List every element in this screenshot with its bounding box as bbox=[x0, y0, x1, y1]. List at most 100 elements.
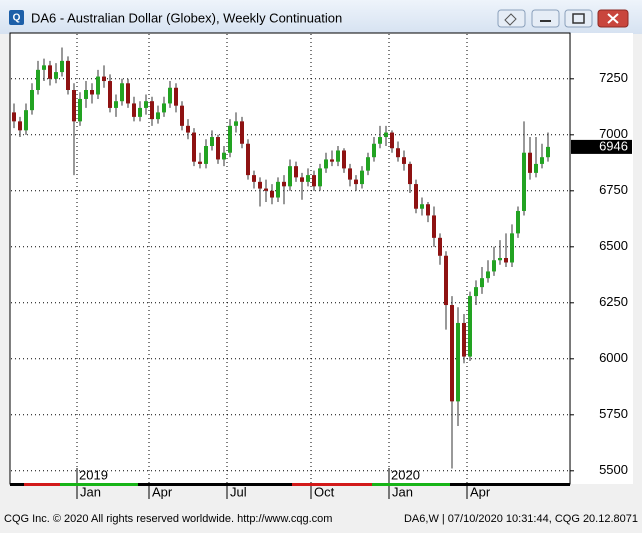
close-glyph bbox=[607, 13, 619, 24]
candle-body bbox=[96, 76, 100, 95]
candle-body bbox=[228, 125, 232, 153]
session-strip-green bbox=[372, 483, 450, 486]
candle-body bbox=[216, 137, 220, 160]
y-tick-label: 6250 bbox=[599, 294, 628, 309]
candle-body bbox=[330, 159, 334, 162]
candle-body bbox=[480, 278, 484, 288]
candle-body bbox=[60, 60, 64, 73]
x-tick-label: Jan bbox=[80, 484, 101, 499]
candle-body bbox=[276, 181, 280, 198]
y-tick-label: 6000 bbox=[599, 350, 628, 365]
candle-body bbox=[132, 103, 136, 117]
candle-body bbox=[264, 188, 268, 191]
candle-body bbox=[30, 90, 34, 111]
candle-body bbox=[84, 90, 88, 99]
candle-body bbox=[42, 65, 46, 70]
candle-body bbox=[90, 90, 94, 95]
app-icon bbox=[9, 10, 24, 25]
candle-body bbox=[288, 166, 292, 187]
candle-body bbox=[408, 163, 412, 185]
candle-body bbox=[318, 168, 322, 187]
y-tick-label: 7250 bbox=[599, 70, 628, 85]
candle-body bbox=[336, 150, 340, 162]
candle-body bbox=[180, 105, 184, 126]
candle-body bbox=[342, 150, 346, 169]
candle-body bbox=[468, 296, 472, 357]
candle-body bbox=[24, 110, 28, 131]
candle-body bbox=[156, 112, 160, 120]
candle-body bbox=[312, 175, 316, 187]
candle-body bbox=[438, 237, 442, 256]
candle-body bbox=[192, 132, 196, 162]
maximize-glyph bbox=[572, 13, 585, 24]
candle-body bbox=[48, 65, 52, 79]
candle-body bbox=[372, 143, 376, 158]
candle-body bbox=[456, 322, 460, 402]
session-strip bbox=[10, 483, 570, 486]
candle-body bbox=[198, 161, 202, 164]
candle-body bbox=[72, 90, 76, 122]
session-strip-red bbox=[24, 483, 60, 486]
candle-body bbox=[426, 204, 430, 216]
candle-body bbox=[420, 204, 424, 209]
x-tick-label: Jan bbox=[392, 484, 413, 499]
x-tick-label: Apr bbox=[470, 484, 491, 499]
candle-body bbox=[66, 60, 70, 90]
candle-body bbox=[354, 179, 358, 185]
y-tick-label: 5500 bbox=[599, 462, 628, 477]
candle-body bbox=[486, 271, 490, 279]
candle-body bbox=[546, 146, 550, 158]
candle-body bbox=[102, 76, 106, 82]
minimize-button[interactable] bbox=[531, 9, 560, 28]
app-icon-letter: Q bbox=[13, 13, 21, 24]
candle-body bbox=[492, 260, 496, 272]
year-label: 2019 bbox=[79, 467, 108, 482]
candle-body bbox=[390, 132, 394, 149]
candle-body bbox=[270, 190, 274, 198]
candle-body bbox=[174, 87, 178, 106]
candle-body bbox=[360, 170, 364, 185]
candle-body bbox=[240, 121, 244, 144]
x-tick-label: Jul bbox=[230, 484, 247, 499]
candle-body bbox=[12, 112, 16, 122]
candle-body bbox=[444, 255, 448, 306]
candle-body bbox=[126, 83, 130, 104]
session-strip-red bbox=[292, 483, 372, 486]
candle-body bbox=[54, 72, 58, 79]
candle-body bbox=[402, 157, 406, 164]
y-tick-label: 6750 bbox=[599, 182, 628, 197]
candle-body bbox=[222, 152, 226, 160]
candle-body bbox=[162, 103, 166, 113]
candle-body bbox=[234, 121, 238, 126]
candle-body bbox=[540, 157, 544, 164]
candle-body bbox=[522, 152, 526, 211]
candle-body bbox=[504, 258, 508, 263]
x-tick-label: Apr bbox=[152, 484, 173, 499]
candle-body bbox=[384, 132, 388, 138]
y-tick-label: 5750 bbox=[599, 406, 628, 421]
last-price-box bbox=[571, 139, 632, 154]
candle-body bbox=[18, 121, 22, 131]
x-tick-label: Oct bbox=[314, 484, 335, 499]
pin-button[interactable] bbox=[497, 9, 526, 28]
candle-body bbox=[138, 107, 142, 117]
price-axis bbox=[571, 33, 633, 484]
candle-body bbox=[432, 215, 436, 238]
candle-body bbox=[516, 210, 520, 234]
window-title: DA6 - Australian Dollar (Globex), Weekly… bbox=[31, 10, 342, 25]
y-tick-label: 7000 bbox=[599, 126, 628, 141]
candle-body bbox=[36, 69, 40, 90]
last-price-label: 6946 bbox=[599, 138, 628, 153]
maximize-button[interactable] bbox=[564, 9, 593, 28]
y-tick-label: 6500 bbox=[599, 238, 628, 253]
candle-body bbox=[114, 101, 118, 108]
year-label: 2020 bbox=[391, 467, 420, 482]
candle-body bbox=[294, 166, 298, 178]
candle-body bbox=[396, 148, 400, 158]
candle-body bbox=[168, 87, 172, 104]
candle-body bbox=[498, 258, 502, 261]
candle-body bbox=[366, 157, 370, 171]
candle-body bbox=[282, 181, 286, 187]
candle-body bbox=[204, 146, 208, 164]
